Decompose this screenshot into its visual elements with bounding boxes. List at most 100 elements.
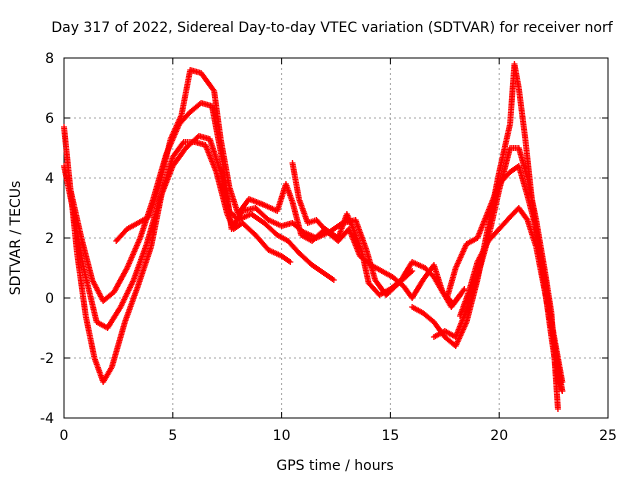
data-point — [409, 268, 416, 274]
marker-band — [464, 275, 480, 312]
marker-band — [421, 263, 436, 282]
marker-band — [475, 239, 491, 264]
marker-band — [444, 266, 459, 300]
marker-band — [101, 290, 116, 303]
marker-band — [323, 272, 336, 282]
marker-band — [410, 259, 427, 271]
y-tick-label: 6 — [45, 111, 54, 127]
marker-band — [344, 212, 356, 231]
x-tick-label: 10 — [273, 428, 291, 444]
data-marks — [61, 61, 566, 412]
marker-band — [431, 263, 446, 294]
marker-band — [410, 304, 425, 316]
marker-band — [465, 235, 479, 247]
marker-band — [267, 217, 283, 229]
marker-band — [213, 170, 230, 216]
x-axis-ticks: 0 5 10 15 20 25 — [60, 58, 617, 444]
series-trace-e — [289, 160, 464, 310]
marker-band — [124, 236, 143, 270]
marker-band — [170, 140, 186, 159]
marker-band — [432, 328, 447, 340]
marker-band — [226, 185, 241, 216]
marker-band — [90, 278, 106, 303]
marker-band — [486, 227, 502, 243]
marker-band — [466, 260, 480, 294]
marker-band — [267, 247, 283, 259]
x-tick-label: 5 — [168, 428, 177, 444]
marker-band — [496, 122, 513, 174]
marker-band — [453, 242, 469, 270]
y-axis-label: SDTVAR / TECUs — [8, 181, 24, 296]
marker-band — [262, 221, 280, 237]
marker-band — [207, 137, 224, 174]
marker-band — [409, 278, 426, 300]
marker-band — [525, 218, 539, 249]
marker-band — [253, 206, 271, 222]
marker-band — [533, 245, 548, 294]
marker-band — [101, 365, 115, 384]
marker-band — [511, 62, 522, 90]
marker-band — [262, 202, 279, 214]
marker-band — [78, 236, 95, 282]
marker-band — [184, 134, 201, 150]
marker-band — [390, 275, 406, 288]
marker-band — [453, 308, 469, 339]
marker-band — [421, 311, 436, 324]
x-tick-label: 20 — [490, 428, 508, 444]
data-point — [330, 277, 337, 283]
series-trace-d — [113, 67, 468, 307]
marker-band — [497, 215, 512, 231]
marker-band — [297, 251, 314, 267]
marker-band — [353, 218, 369, 252]
series-trace-c — [67, 100, 416, 304]
marker-band — [157, 137, 174, 186]
marker-band — [114, 227, 130, 243]
marker-band — [516, 206, 530, 222]
marker-band — [516, 164, 531, 198]
y-tick-label: 0 — [45, 291, 54, 307]
x-tick-label: 0 — [60, 428, 69, 444]
marker-band — [83, 314, 98, 360]
series-trace-b — [61, 133, 337, 331]
y-tick-label: -4 — [40, 411, 54, 427]
marker-band — [275, 232, 290, 244]
series-trace-i — [457, 205, 566, 394]
marker-band — [217, 137, 233, 189]
y-tick-label: 8 — [45, 51, 54, 67]
marker-band — [157, 164, 176, 201]
marker-band — [449, 293, 463, 309]
marker-band — [178, 68, 193, 117]
marker-band — [249, 212, 266, 225]
marker-band — [170, 146, 188, 168]
marker-band — [524, 194, 539, 231]
marker-band — [136, 214, 151, 226]
data-point — [457, 292, 464, 298]
marker-band — [314, 218, 330, 234]
marker-band — [310, 263, 327, 276]
marker-band — [289, 200, 304, 237]
marker-band — [240, 221, 258, 237]
marker-band — [485, 182, 502, 213]
y-tick-label: 4 — [45, 171, 54, 187]
marker-band — [146, 182, 163, 219]
marker-band — [168, 113, 184, 141]
marker-band — [286, 239, 301, 255]
marker-band — [74, 251, 89, 318]
marker-band — [350, 227, 365, 255]
x-tick-label: 25 — [599, 428, 617, 444]
marker-band — [203, 143, 219, 174]
marker-band — [516, 146, 531, 180]
chart-title: Day 317 of 2022, Sidereal Day-to-day VTE… — [51, 20, 613, 36]
marker-band — [144, 197, 163, 246]
marker-band — [253, 233, 271, 252]
y-tick-label: 2 — [45, 231, 54, 247]
marker-band — [457, 290, 472, 318]
marker-band — [111, 266, 130, 294]
data-point — [287, 259, 294, 265]
marker-band — [475, 209, 491, 240]
marker-band — [378, 286, 392, 298]
y-tick-label: -2 — [40, 351, 54, 367]
marker-band — [310, 227, 327, 243]
marker-band — [131, 242, 150, 282]
